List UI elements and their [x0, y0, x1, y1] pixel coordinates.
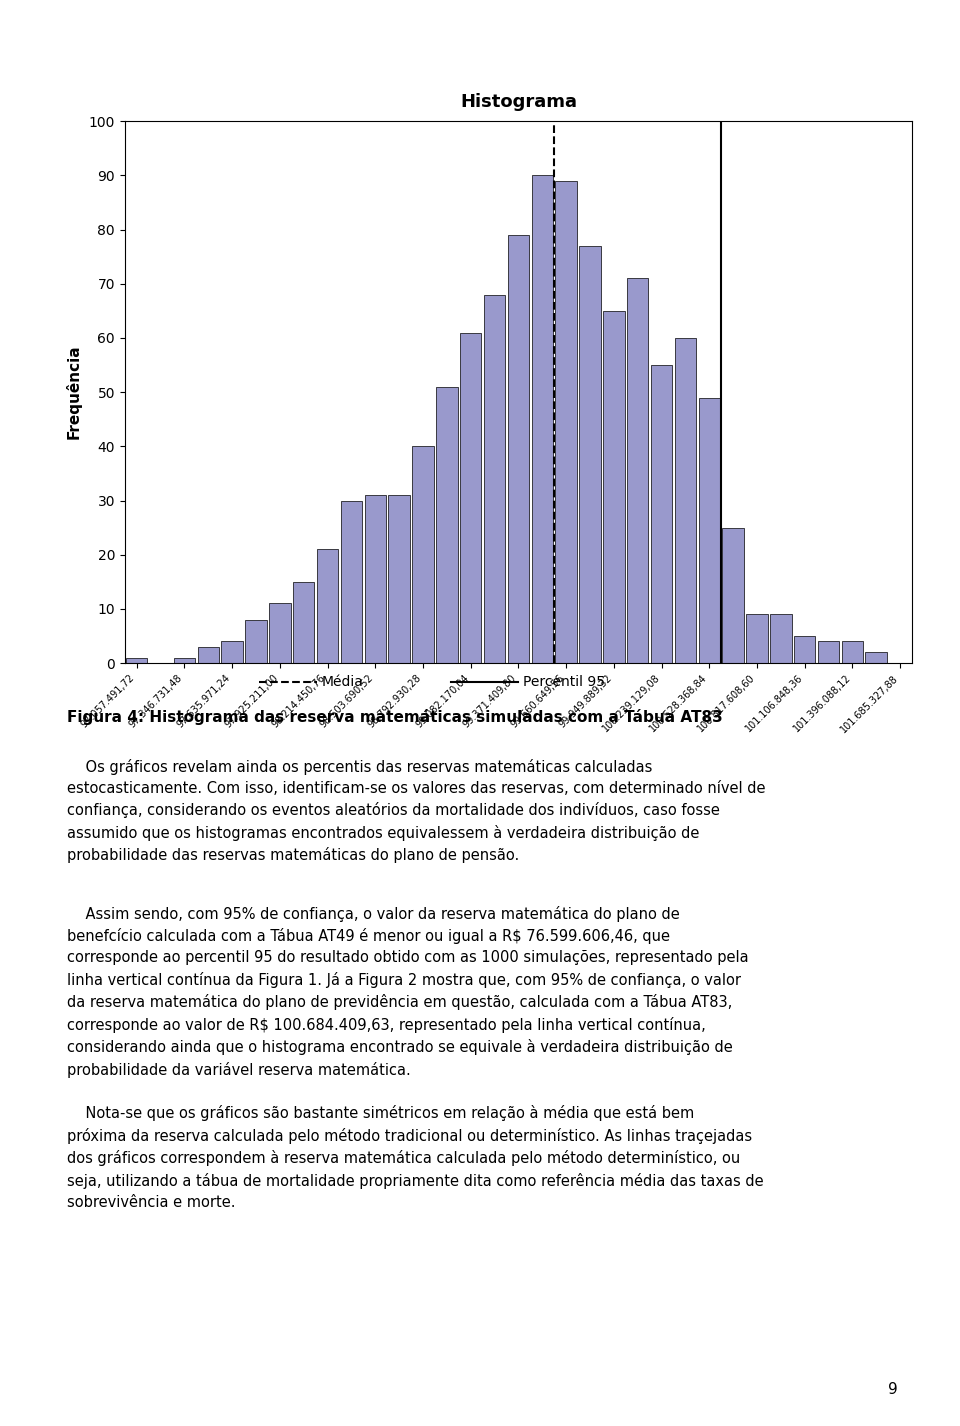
Bar	[389, 495, 410, 663]
Bar	[818, 642, 839, 663]
Bar	[651, 365, 672, 663]
Text: Nota-se que os gráficos são bastante simétricos em relação à média que está bem
: Nota-se que os gráficos são bastante sim…	[67, 1105, 764, 1209]
Bar	[532, 175, 553, 663]
Bar	[508, 235, 529, 663]
Bar	[556, 181, 577, 663]
Bar	[198, 647, 219, 663]
Bar	[866, 652, 887, 663]
Bar	[460, 332, 481, 663]
Bar	[436, 386, 458, 663]
Bar	[174, 657, 195, 663]
Bar	[412, 446, 434, 663]
Text: Percentil 95: Percentil 95	[523, 674, 605, 689]
Y-axis label: Frequência: Frequência	[65, 345, 82, 439]
Text: Os gráficos revelam ainda os percentis das reservas matemáticas calculadas
estoc: Os gráficos revelam ainda os percentis d…	[67, 759, 766, 863]
Bar	[746, 615, 768, 663]
Bar	[341, 501, 362, 663]
Bar	[245, 620, 267, 663]
Bar	[722, 528, 744, 663]
Title: Histograma: Histograma	[460, 93, 577, 111]
Bar	[770, 615, 792, 663]
Text: Média: Média	[322, 674, 364, 689]
Bar	[484, 295, 505, 663]
Text: 9: 9	[888, 1382, 898, 1397]
Text: Assim sendo, com 95% de confiança, o valor da reserva matemática do plano de
ben: Assim sendo, com 95% de confiança, o val…	[67, 906, 749, 1078]
Bar	[699, 398, 720, 663]
Bar	[675, 338, 696, 663]
Bar	[365, 495, 386, 663]
Bar	[126, 657, 148, 663]
Bar	[579, 245, 601, 663]
Bar	[627, 278, 648, 663]
Bar	[794, 636, 815, 663]
Bar	[222, 642, 243, 663]
Text: Figura 4: Histograma das reserva matemáticas simuladas com a Tábua AT83: Figura 4: Histograma das reserva matemát…	[67, 709, 723, 724]
Bar	[293, 582, 315, 663]
Bar	[269, 603, 291, 663]
Bar	[842, 642, 863, 663]
Bar	[603, 311, 625, 663]
Bar	[317, 549, 338, 663]
